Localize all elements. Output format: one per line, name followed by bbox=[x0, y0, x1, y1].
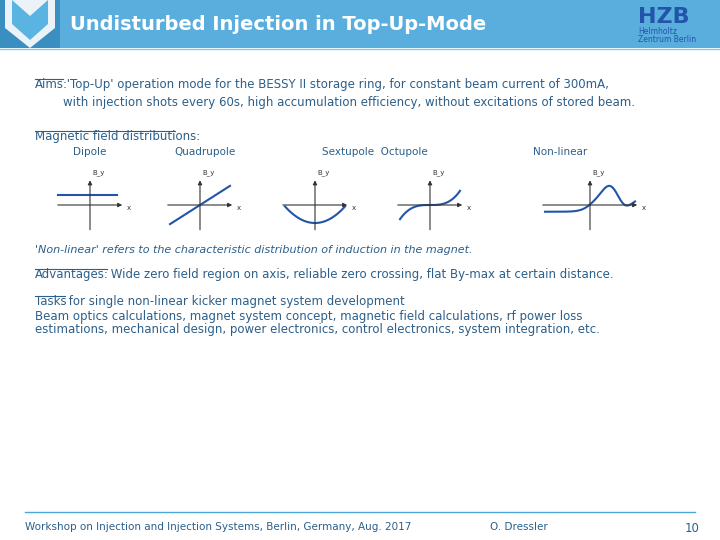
Text: Undisturbed Injection in Top-Up-Mode: Undisturbed Injection in Top-Up-Mode bbox=[70, 15, 486, 33]
Text: Tasks: Tasks bbox=[35, 295, 67, 308]
Text: x: x bbox=[352, 205, 356, 211]
Text: Magnetic field distributions:: Magnetic field distributions: bbox=[35, 130, 200, 143]
Text: Non-linear: Non-linear bbox=[533, 147, 587, 157]
Polygon shape bbox=[12, 0, 48, 40]
Text: Dipole: Dipole bbox=[73, 147, 107, 157]
Text: x: x bbox=[237, 205, 241, 211]
Text: Wide zero field region on axis, reliable zero crossing, flat By-max at certain d: Wide zero field region on axis, reliable… bbox=[107, 268, 613, 281]
Text: HZB: HZB bbox=[638, 7, 690, 27]
Text: B_y: B_y bbox=[592, 168, 604, 176]
Text: B_y: B_y bbox=[317, 168, 329, 176]
Polygon shape bbox=[5, 0, 55, 48]
Text: 10: 10 bbox=[685, 522, 700, 535]
Text: Zentrum Berlin: Zentrum Berlin bbox=[638, 35, 696, 44]
Text: Advantages:: Advantages: bbox=[35, 268, 109, 281]
Text: for single non-linear kicker magnet system development: for single non-linear kicker magnet syst… bbox=[65, 295, 405, 308]
Text: 'Top-Up' operation mode for the BESSY II storage ring, for constant beam current: 'Top-Up' operation mode for the BESSY II… bbox=[63, 78, 635, 109]
Text: Helmholtz: Helmholtz bbox=[638, 26, 677, 36]
Text: Beam optics calculations, magnet system concept, magnetic field calculations, rf: Beam optics calculations, magnet system … bbox=[35, 310, 582, 323]
Text: B_y: B_y bbox=[202, 168, 215, 176]
Text: Quadrupole: Quadrupole bbox=[174, 147, 235, 157]
FancyBboxPatch shape bbox=[0, 0, 60, 48]
FancyBboxPatch shape bbox=[0, 0, 720, 48]
Text: x: x bbox=[642, 205, 646, 211]
Text: B_y: B_y bbox=[432, 168, 444, 176]
Text: x: x bbox=[467, 205, 471, 211]
Text: estimations, mechanical design, power electronics, control electronics, system i: estimations, mechanical design, power el… bbox=[35, 323, 600, 336]
Text: Workshop on Injection and Injection Systems, Berlin, Germany, Aug. 2017: Workshop on Injection and Injection Syst… bbox=[25, 522, 411, 532]
Text: Aims:: Aims: bbox=[35, 78, 68, 91]
Text: B_y: B_y bbox=[92, 168, 104, 176]
Text: 'Non-linear' refers to the characteristic distribution of induction in the magne: 'Non-linear' refers to the characteristi… bbox=[35, 245, 472, 255]
Text: O. Dressler: O. Dressler bbox=[490, 522, 548, 532]
Text: Sextupole  Octupole: Sextupole Octupole bbox=[322, 147, 428, 157]
Text: x: x bbox=[127, 205, 131, 211]
